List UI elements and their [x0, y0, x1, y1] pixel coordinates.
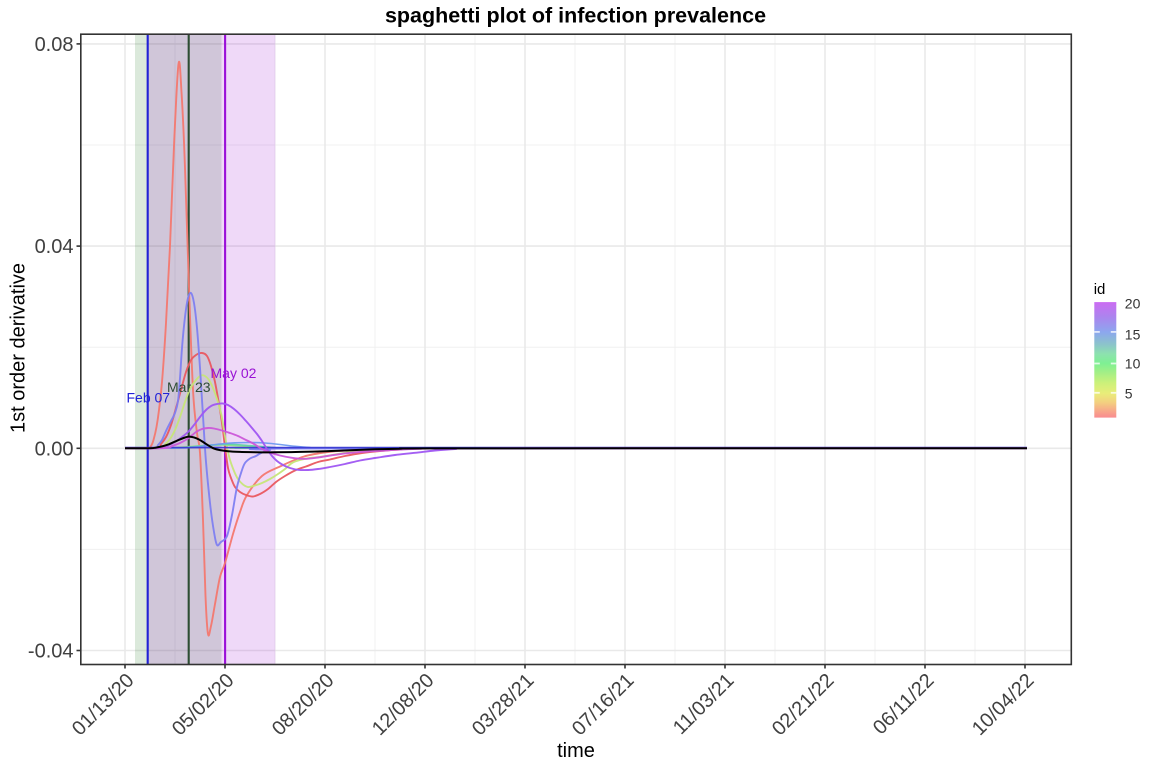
svg-text:10: 10	[1125, 356, 1141, 372]
svg-text:spaghetti plot of infection pr: spaghetti plot of infection prevalence	[385, 4, 766, 28]
svg-text:time: time	[557, 740, 595, 762]
svg-text:1st order derivative: 1st order derivative	[8, 263, 30, 433]
svg-text:0.08: 0.08	[35, 34, 74, 56]
svg-text:May 02: May 02	[211, 365, 257, 381]
svg-text:0.04: 0.04	[35, 236, 74, 258]
svg-text:Feb 07: Feb 07	[127, 390, 171, 406]
svg-text:20: 20	[1125, 296, 1141, 312]
svg-text:id: id	[1094, 281, 1106, 298]
svg-text:0.00: 0.00	[35, 438, 74, 460]
svg-text:5: 5	[1125, 386, 1133, 402]
svg-text:15: 15	[1125, 326, 1141, 342]
svg-text:Mar 23: Mar 23	[167, 379, 211, 395]
svg-text:-0.04: -0.04	[28, 641, 74, 663]
